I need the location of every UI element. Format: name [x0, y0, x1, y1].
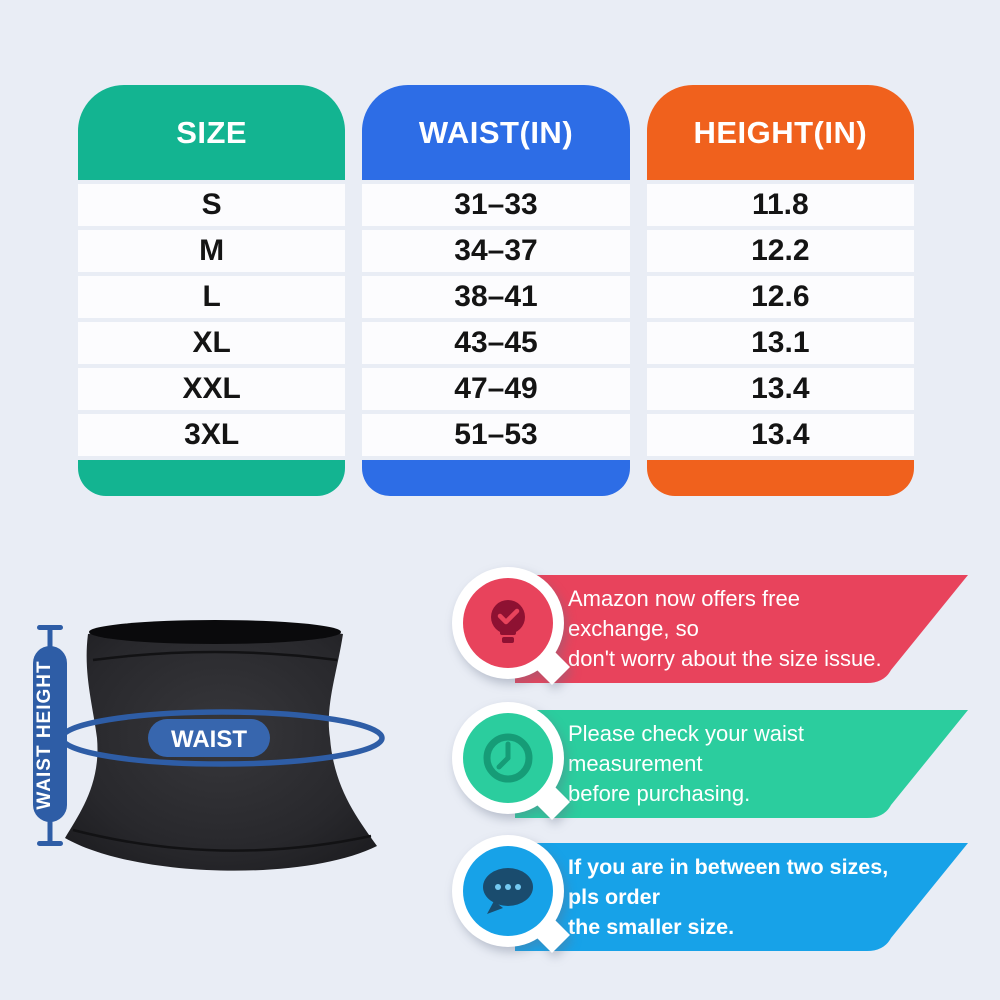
waist-trainer-illustration: WAIST WAIST HEIGHT [33, 620, 385, 871]
column-header-size: SIZE [78, 85, 346, 180]
table-cell: S [78, 184, 346, 226]
callout-line-1: If you are in between two sizes, pls ord… [568, 855, 889, 909]
column-footer-bar [78, 460, 346, 496]
callout-exchange: Amazon now offers free exchange, so don'… [450, 565, 970, 697]
table-cell: L [78, 276, 346, 318]
table-cell: 12.6 [646, 276, 914, 318]
table-cell: 13.4 [646, 414, 914, 456]
table-cell: XXL [78, 368, 346, 410]
garment-opening [89, 620, 341, 644]
chat-dots-icon [452, 835, 570, 953]
table-cell: 47–49 [362, 368, 630, 410]
callout-banner [515, 575, 968, 683]
callout-line-1: Please check your waist measurement [568, 721, 804, 776]
table-cell: 13.4 [646, 368, 914, 410]
column-header-height: HEIGHT(IN) [646, 85, 914, 180]
table-cell: 3XL [78, 414, 346, 456]
table-cell: 43–45 [362, 322, 630, 364]
waist-height-label: WAIST HEIGHT [34, 660, 55, 809]
column-footer-bar [646, 460, 914, 496]
table-cell: 31–33 [362, 184, 630, 226]
table-cell: 11.8 [646, 184, 914, 226]
waist-label-pill [148, 719, 270, 757]
callout-line-2: the smaller size. [568, 915, 735, 939]
callout-between-sizes: If you are in between two sizes, pls ord… [450, 833, 970, 965]
callout-banner [515, 710, 968, 818]
callout-line-2: before purchasing. [568, 781, 751, 806]
callout-text: Please check your waist measurement befo… [568, 710, 904, 818]
clock-glyph [483, 733, 533, 783]
table-cell: 38–41 [362, 276, 630, 318]
column-header-waist: WAIST(IN) [362, 85, 630, 180]
table-cell: 13.1 [646, 322, 914, 364]
waist-height-pill [33, 646, 67, 822]
clock-icon [452, 702, 570, 820]
table-cell: XL [78, 322, 346, 364]
callout-line-2: don't worry about the size issue. [568, 646, 882, 671]
callout-text: If you are in between two sizes, pls ord… [568, 843, 904, 951]
waist-height-ruler: WAIST HEIGHT [33, 625, 67, 846]
chat-bubble-glyph [483, 868, 533, 914]
table-cell: 34–37 [362, 230, 630, 272]
callout-measure: Please check your waist measurement befo… [450, 700, 970, 832]
table-cell: 51–53 [362, 414, 630, 456]
lightbulb-check-icon [452, 567, 570, 685]
callout-line-1: Amazon now offers free exchange, so [568, 586, 800, 641]
top-seam [92, 650, 338, 662]
bottom-seam [72, 828, 372, 852]
waist-label: WAIST [171, 726, 247, 753]
size-table: SIZE WAIST(IN) HEIGHT(IN) S 31–33 11.8 M 34–… [78, 85, 914, 496]
callout-banner [515, 843, 968, 951]
lightbulb-glyph [491, 600, 525, 643]
column-footer-bar [362, 460, 630, 496]
callout-text: Amazon now offers free exchange, so don'… [568, 575, 904, 683]
table-cell: M [78, 230, 346, 272]
table-cell: 12.2 [646, 230, 914, 272]
